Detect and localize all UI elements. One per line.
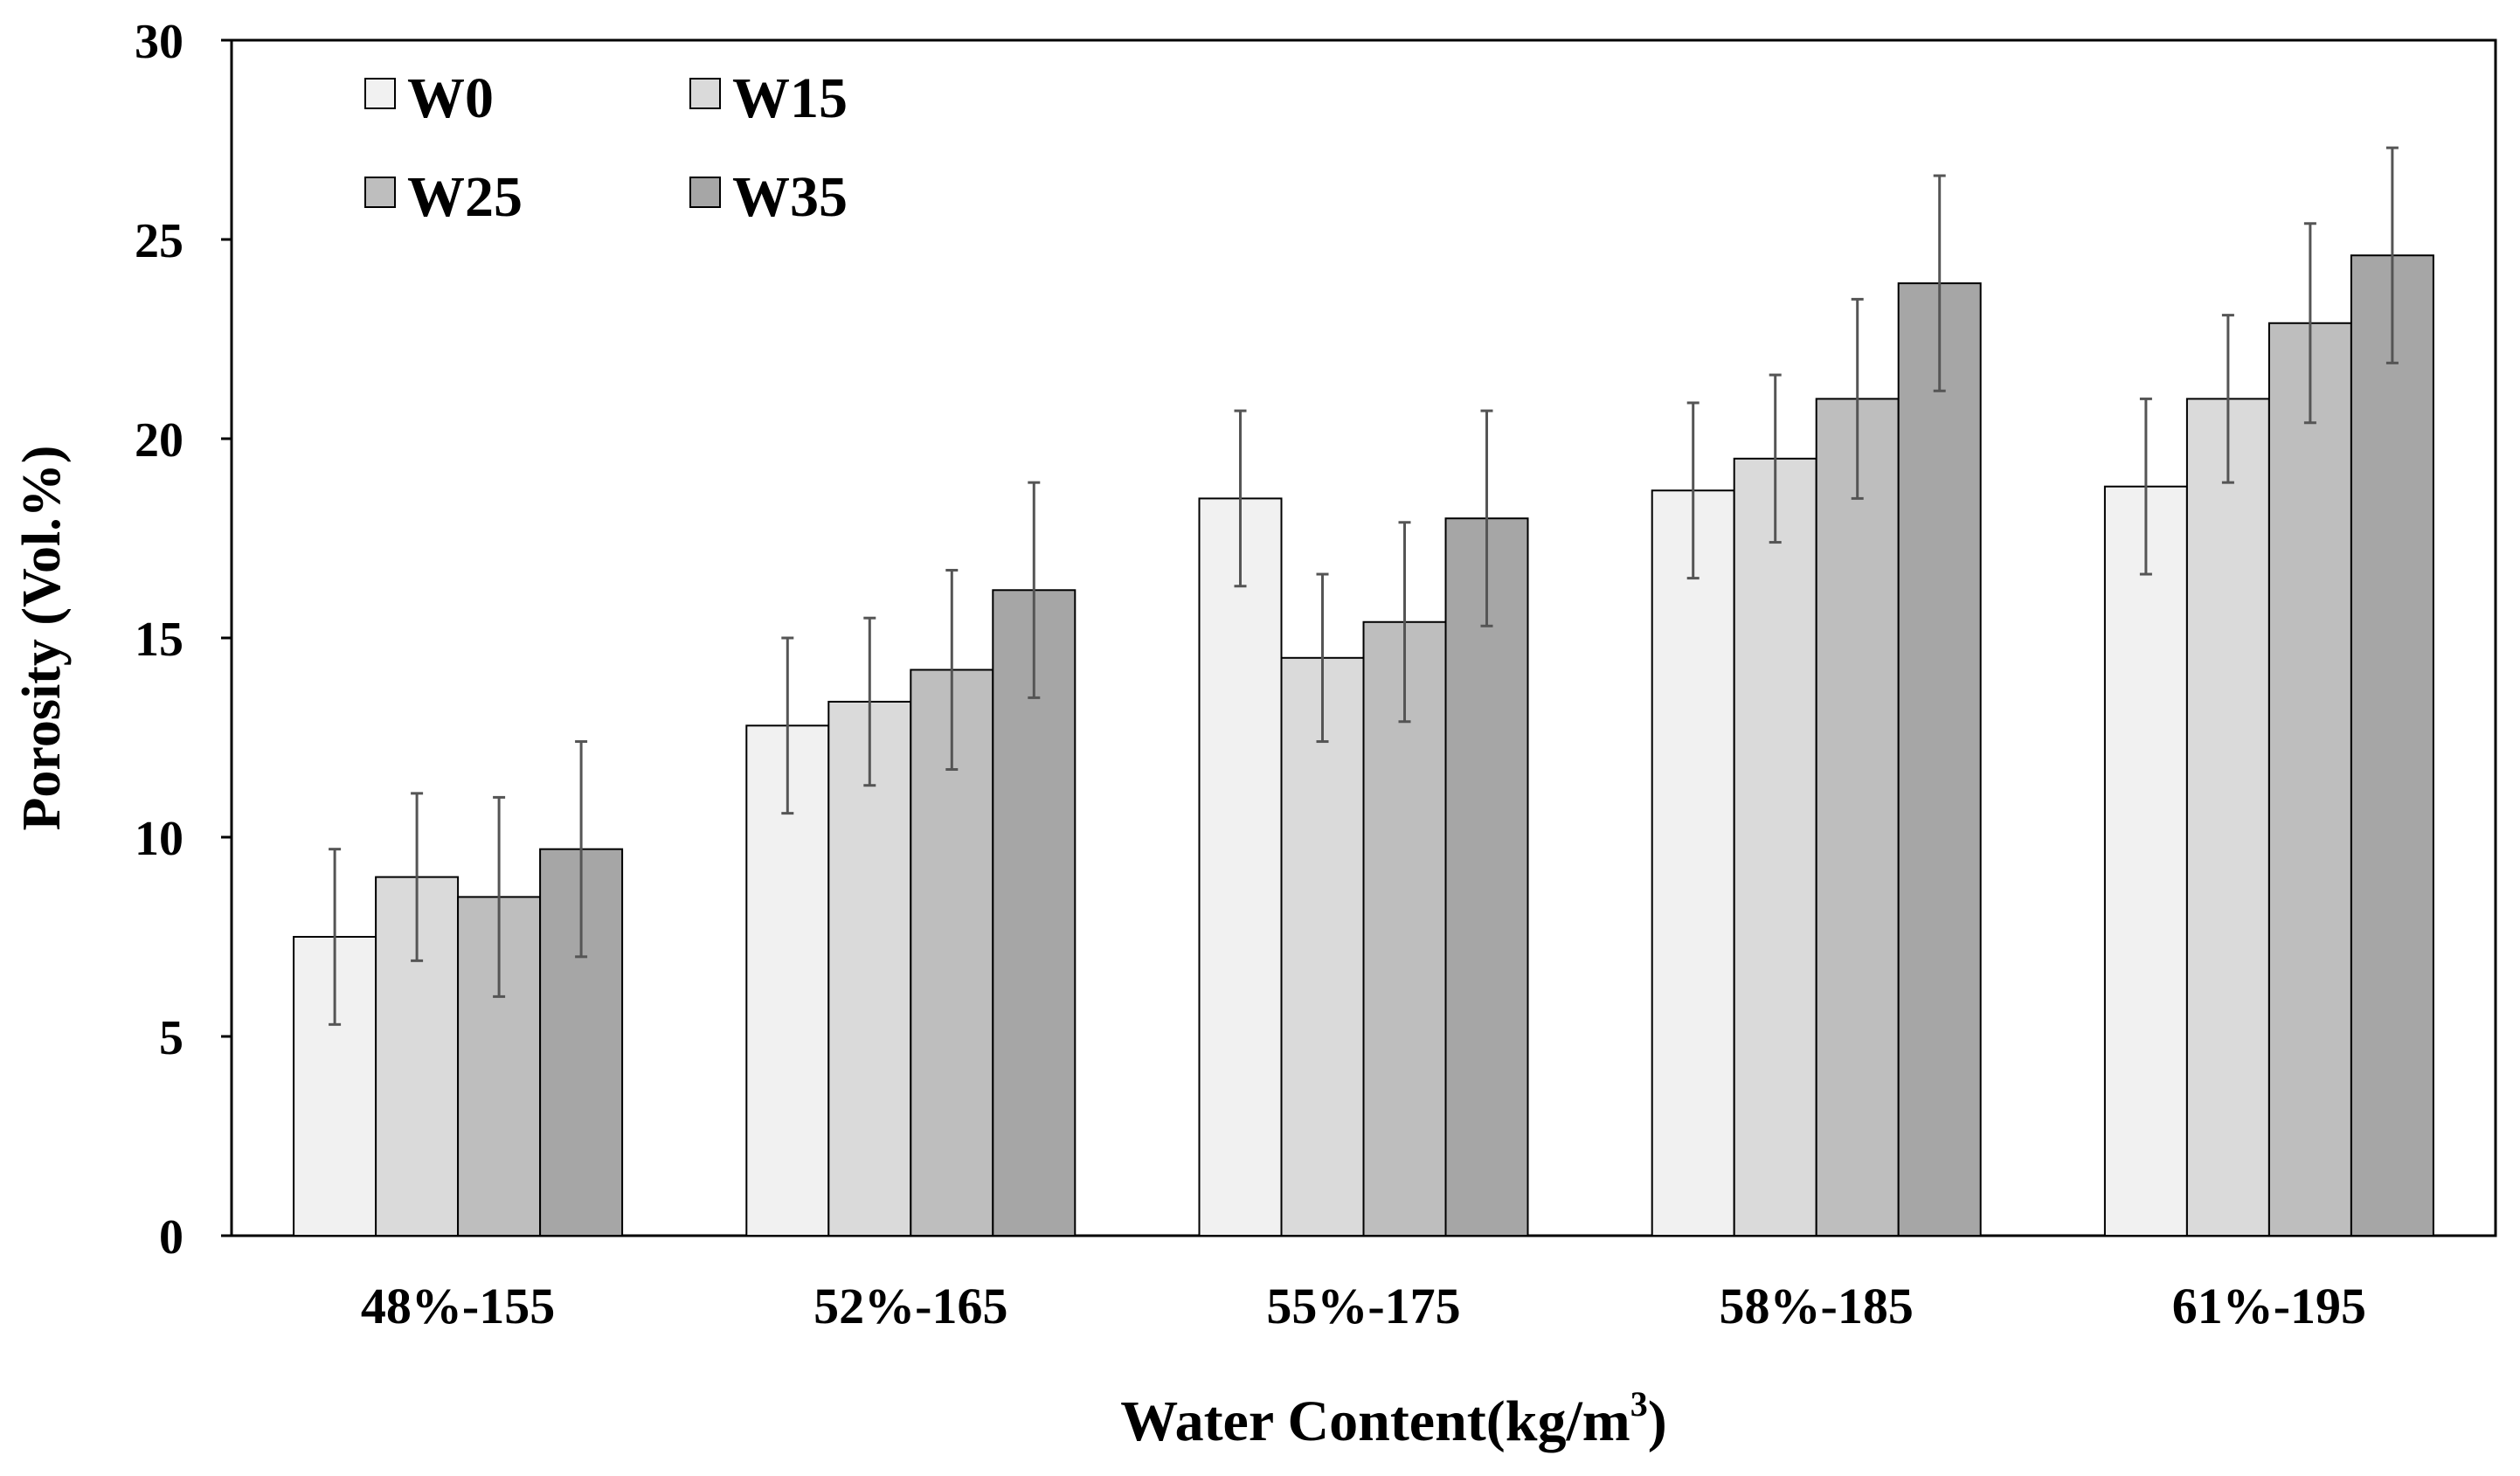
legend-swatch-w0 xyxy=(364,78,396,109)
bar-w35 xyxy=(1897,282,1982,1237)
x-axis: 48%-155 52%-165 55%-175 58%-185 61%-195 xyxy=(361,1278,2366,1334)
x-tick-label: 58%-185 xyxy=(1720,1278,1914,1334)
bar-w0 xyxy=(1198,497,1283,1237)
bar-w25 xyxy=(1362,620,1447,1237)
y-axis: 0 5 10 15 20 25 30 xyxy=(135,15,232,1265)
x-axis-label: Water Content(kg/m3) xyxy=(1120,1384,1667,1453)
y-tick-label: 5 xyxy=(159,1011,183,1065)
legend-swatch-w25 xyxy=(364,177,396,208)
bar-w35 xyxy=(2350,254,2434,1237)
legend-label-w15: W15 xyxy=(732,66,848,130)
y-tick-label: 15 xyxy=(135,613,183,667)
legend-label-w0: W0 xyxy=(407,66,494,130)
bar-w0 xyxy=(2103,485,2188,1237)
y-tick-label: 25 xyxy=(135,214,183,268)
bar-w0 xyxy=(745,724,830,1237)
x-axis-label-tail: ) xyxy=(1648,1389,1667,1453)
bar-w15 xyxy=(1280,656,1365,1237)
x-tick-label: 48%-155 xyxy=(361,1278,555,1334)
legend-label-w35: W35 xyxy=(732,165,848,229)
bar-w15 xyxy=(827,700,912,1237)
y-tick-label: 30 xyxy=(135,15,183,69)
bar-w25 xyxy=(1815,398,1900,1237)
y-axis-label: Porosity (Vol.%) xyxy=(12,446,72,831)
bar-w25 xyxy=(2267,322,2352,1237)
y-tick-label: 20 xyxy=(135,413,183,468)
legend-swatch-w35 xyxy=(689,177,721,208)
legend-label-w25: W25 xyxy=(407,165,523,229)
bars-layer xyxy=(293,254,2434,1237)
legend: W0 W15 W25 W35 xyxy=(364,66,848,229)
x-axis-label-superscript: 3 xyxy=(1630,1384,1648,1424)
bar-w15 xyxy=(2185,398,2270,1237)
x-tick-label: 52%-165 xyxy=(813,1278,1007,1334)
bar-w0 xyxy=(1651,489,1735,1237)
bar-w15 xyxy=(1733,457,1817,1237)
legend-swatch-w15 xyxy=(689,78,721,109)
bar-w35 xyxy=(1444,517,1529,1237)
error-bars-layer xyxy=(329,146,2399,1026)
y-tick-label: 10 xyxy=(135,812,183,866)
x-tick-label: 61%-195 xyxy=(2172,1278,2366,1334)
x-axis-label-main: Water Content(kg/m xyxy=(1120,1389,1630,1453)
x-tick-label: 55%-175 xyxy=(1266,1278,1460,1334)
y-tick-label: 0 xyxy=(159,1210,183,1265)
